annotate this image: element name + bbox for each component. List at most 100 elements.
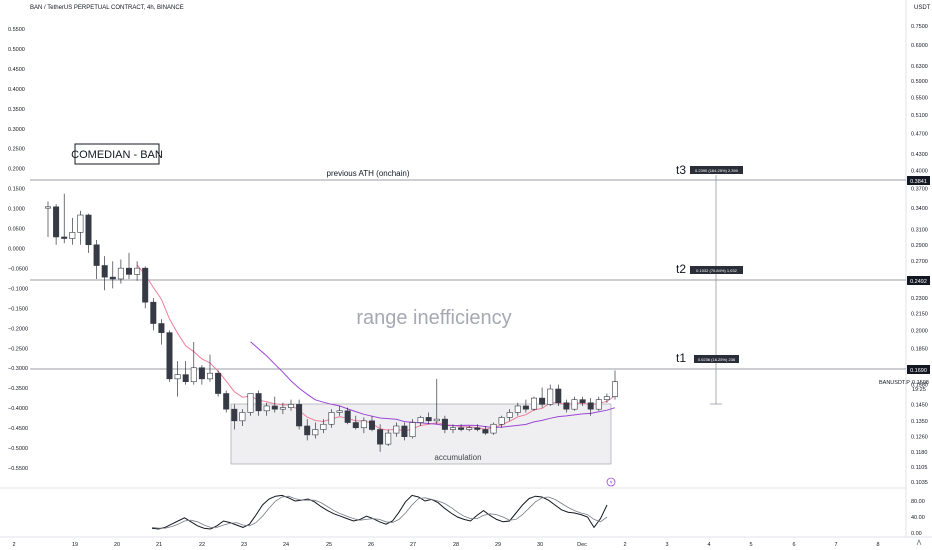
candle[interactable] (441, 418, 448, 430)
candle[interactable] (247, 393, 254, 413)
candle[interactable] (571, 399, 578, 410)
title-box[interactable] (74, 143, 160, 165)
candle[interactable] (190, 367, 197, 383)
left-axis-tick: 0.2500 (8, 147, 25, 153)
candle[interactable] (93, 244, 100, 266)
candle[interactable] (312, 429, 319, 436)
candle[interactable] (433, 418, 440, 422)
candle[interactable] (158, 323, 165, 333)
candle[interactable] (101, 265, 108, 278)
candle[interactable] (409, 422, 416, 438)
candle[interactable] (126, 267, 133, 275)
flash-icon[interactable] (606, 477, 616, 487)
candle[interactable] (77, 214, 84, 233)
right-price-axis[interactable]: 0.7500 0.6900 0.6300 0.5900 0.5500 0.5100 0.47… (911, 24, 928, 486)
candle[interactable] (85, 214, 92, 246)
last-price: 0.1598 (912, 380, 929, 386)
time-axis-tick: 2 (623, 542, 626, 548)
accumulation-range-box[interactable] (230, 403, 612, 465)
candle[interactable] (279, 407, 286, 410)
candle[interactable] (344, 410, 351, 423)
candle[interactable] (547, 388, 554, 405)
candle[interactable] (401, 425, 408, 438)
time-axis-tick: 29 (495, 542, 501, 548)
candle[interactable] (142, 267, 149, 303)
candle[interactable] (287, 404, 294, 408)
candle[interactable] (522, 405, 529, 410)
candle[interactable] (328, 412, 335, 425)
candle[interactable] (458, 427, 465, 430)
candle[interactable] (150, 301, 157, 324)
candle[interactable] (393, 425, 400, 434)
candle[interactable] (174, 374, 181, 380)
candle[interactable] (166, 332, 173, 380)
candle[interactable] (239, 412, 246, 422)
time-axis-tick: 30 (537, 542, 543, 548)
target-t2-price-box (907, 276, 930, 285)
candle[interactable] (579, 399, 586, 404)
left-axis-tick: 0.2000 (8, 167, 25, 173)
right-axis-tick: 0.4300 (911, 152, 928, 158)
candle[interactable] (182, 374, 189, 383)
candle[interactable] (207, 372, 214, 380)
candle[interactable] (595, 399, 602, 410)
candle[interactable] (417, 417, 424, 423)
candle[interactable] (360, 420, 367, 429)
target-t3[interactable]: t3 0.2390 (164.25%) 2,390 0.3841 (676, 163, 930, 185)
right-axis-tick: 0.1350 (911, 419, 928, 425)
candle[interactable] (530, 397, 537, 410)
candle[interactable] (482, 429, 489, 434)
candle[interactable] (231, 408, 238, 422)
candle[interactable] (271, 405, 278, 410)
candle[interactable] (425, 417, 432, 422)
right-axis-tick: 0.3100 (911, 227, 928, 233)
candle[interactable] (514, 405, 521, 413)
candle[interactable] (61, 236, 68, 239)
time-axis-tick: 22 (199, 542, 205, 548)
candle[interactable] (385, 432, 392, 445)
left-axis-tick: 0.5000 (8, 47, 25, 53)
target-t1-info: 0.0236 (16.25%) 236 (698, 357, 736, 362)
candle[interactable] (563, 402, 570, 410)
candle[interactable] (377, 429, 384, 445)
currency-label: USDT (914, 5, 931, 11)
candle[interactable] (134, 267, 141, 275)
candle[interactable] (466, 427, 473, 430)
candle[interactable] (320, 423, 327, 430)
ath-label: previous ATH (onchain) (327, 169, 410, 178)
candle[interactable] (109, 276, 116, 280)
target-t2[interactable]: t2 0.1032 (70.84%) 1,032 0.2492 (676, 262, 930, 285)
candle[interactable] (587, 402, 594, 410)
candle[interactable] (117, 267, 124, 280)
candle[interactable] (555, 388, 562, 404)
right-axis-tick: 0.1450 (911, 402, 928, 408)
chart-title: BAN / TetherUS PERPETUAL CONTRACT, 4h, B… (30, 5, 184, 11)
candle[interactable] (53, 206, 60, 238)
time-axis[interactable]: 2 19 20 21 22 23 24 25 26 27 28 29 30 Dec 2 3 4 5 6 7 8 (12, 542, 879, 548)
candle[interactable] (69, 232, 76, 239)
candle[interactable] (255, 393, 262, 412)
candle[interactable] (506, 412, 513, 418)
target-t3-info-box (690, 166, 743, 174)
candle[interactable] (539, 397, 546, 405)
candle[interactable] (352, 422, 359, 429)
candle[interactable] (611, 381, 618, 397)
candle[interactable] (603, 396, 610, 400)
candle[interactable] (336, 410, 343, 413)
candle[interactable] (368, 420, 375, 430)
candle[interactable] (44, 206, 51, 209)
candle[interactable] (474, 427, 481, 430)
candle[interactable] (296, 404, 303, 427)
axis-mode-icon[interactable] (916, 538, 922, 546)
candle[interactable] (223, 393, 230, 410)
candle[interactable] (198, 367, 205, 380)
candle[interactable] (449, 427, 456, 430)
target-t1[interactable]: t1 0.0236 (16.25%) 236 0.1690 (676, 351, 930, 374)
candle[interactable] (498, 417, 505, 425)
candle[interactable] (215, 372, 222, 394)
candle[interactable] (304, 425, 311, 436)
candle[interactable] (490, 423, 497, 434)
candles-series[interactable] (44, 193, 618, 452)
candle[interactable] (263, 405, 270, 412)
